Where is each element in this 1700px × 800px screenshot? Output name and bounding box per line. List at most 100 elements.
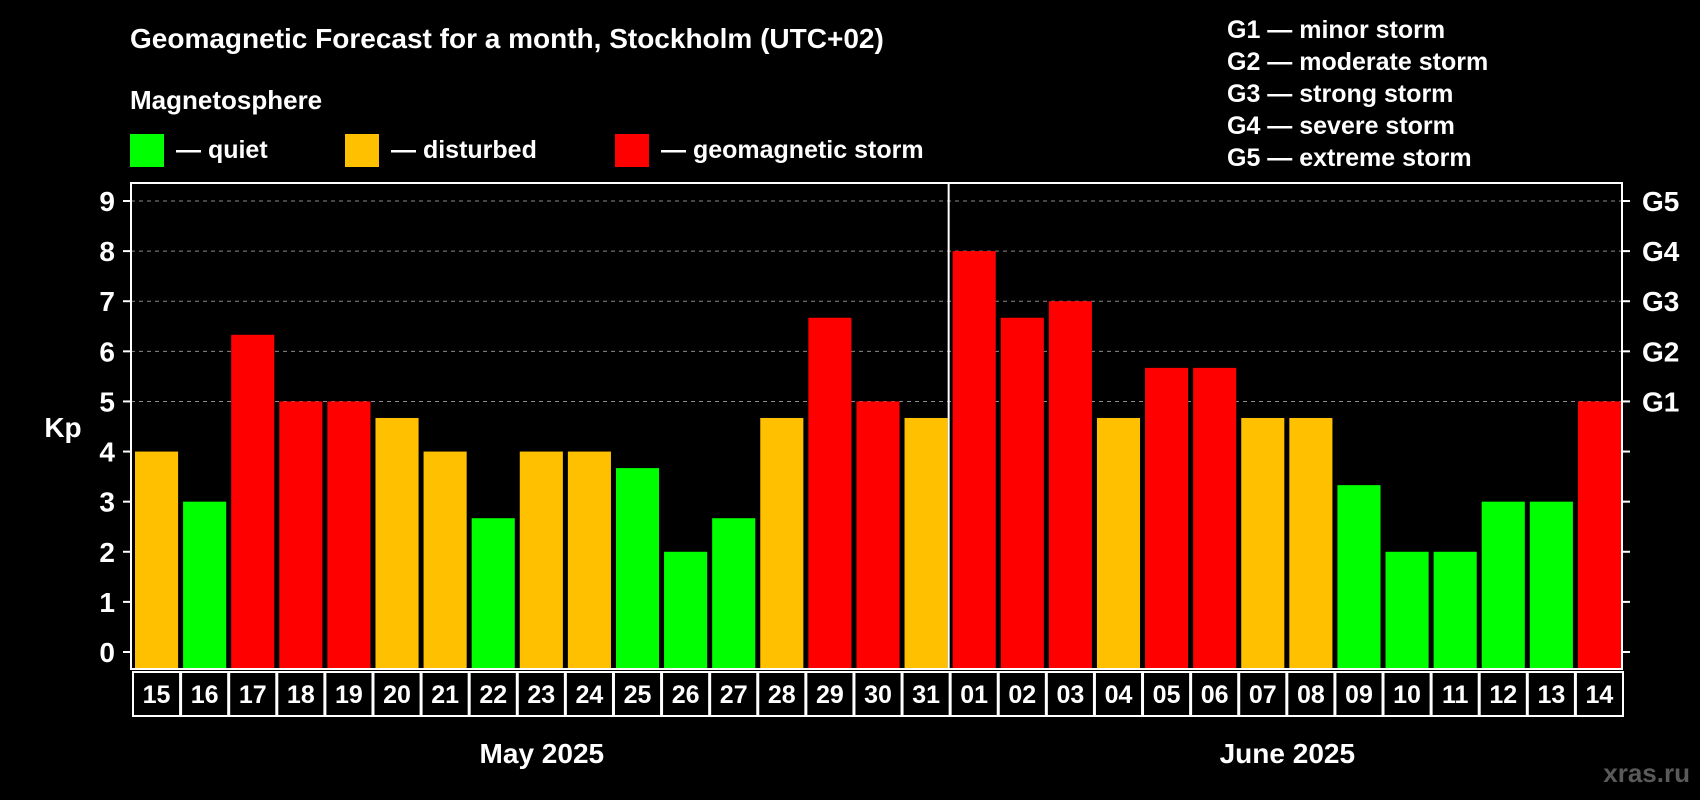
date-box — [372, 671, 422, 717]
date-label: 29 — [816, 681, 844, 709]
bar-day-19 — [327, 401, 371, 668]
date-box — [1238, 671, 1288, 717]
storm-level-label: G3 — [1642, 286, 1679, 317]
date-label: 02 — [1008, 681, 1036, 709]
storm-scale-legend: G1 — minor storm G2 — moderate storm G3 — … — [1227, 16, 1488, 172]
date-label: 14 — [1586, 681, 1614, 709]
bar-day-08 — [1289, 417, 1333, 668]
legend-label: — disturbed — [391, 136, 537, 164]
bar-day-20 — [375, 417, 419, 668]
date-label: 23 — [527, 681, 555, 709]
bar-day-14 — [1577, 401, 1621, 668]
storm-scale-item: G5 — extreme storm — [1227, 144, 1472, 172]
date-label: 13 — [1537, 681, 1565, 709]
y-axis-label: Kp — [44, 412, 81, 443]
bar-day-03 — [1048, 301, 1092, 668]
date-label: 17 — [239, 681, 267, 709]
y-tick-label: 9 — [99, 186, 115, 217]
bar-day-17 — [231, 334, 275, 668]
date-box — [1142, 671, 1192, 717]
date-label: 01 — [960, 681, 988, 709]
date-box — [324, 671, 374, 717]
bar-day-25 — [615, 468, 660, 668]
date-box — [1478, 671, 1528, 717]
y-tick-label: 2 — [99, 537, 115, 568]
y-tick-label: 6 — [99, 336, 115, 367]
date-label: 30 — [864, 681, 892, 709]
bar-day-18 — [279, 401, 323, 668]
month-label: May 2025 — [480, 738, 605, 769]
date-box — [132, 671, 182, 717]
bar-day-07 — [1241, 417, 1285, 668]
legend: — quiet — disturbed — geomagnetic storm — [130, 134, 924, 167]
date-label: 24 — [576, 681, 604, 709]
date-label: 26 — [672, 681, 700, 709]
date-box — [853, 671, 903, 717]
date-box — [757, 671, 807, 717]
date-label: 27 — [720, 681, 748, 709]
plot-frame — [130, 182, 1623, 670]
legend-label: — quiet — [176, 136, 268, 164]
date-box — [1286, 671, 1336, 717]
bar-day-29 — [808, 317, 852, 668]
date-box — [276, 671, 326, 717]
date-box — [228, 671, 278, 717]
legend-swatch — [345, 134, 379, 167]
bar-day-10 — [1385, 551, 1429, 668]
date-label: 12 — [1489, 681, 1517, 709]
bar-day-02 — [1000, 317, 1044, 668]
date-box — [420, 671, 470, 717]
date-label: 03 — [1056, 681, 1084, 709]
date-label: 22 — [479, 681, 507, 709]
storm-scale-item: G4 — severe storm — [1227, 112, 1455, 140]
date-box — [949, 671, 999, 717]
date-label: 16 — [191, 681, 219, 709]
bar-day-22 — [471, 518, 515, 668]
bar-day-11 — [1433, 551, 1477, 668]
bar-day-16 — [183, 501, 227, 668]
date-box — [1574, 671, 1624, 717]
storm-scale-item: G2 — moderate storm — [1227, 48, 1488, 76]
date-box — [1093, 671, 1144, 717]
bar-day-21 — [423, 451, 467, 668]
bar-day-13 — [1529, 501, 1573, 668]
storm-level-label: G1 — [1642, 386, 1679, 417]
chart-title: Geomagnetic Forecast for a month, Stockh… — [130, 23, 884, 54]
bar-day-05 — [1145, 367, 1189, 668]
storm-scale-item: G3 — strong storm — [1227, 80, 1453, 108]
y-tick-label: 0 — [99, 637, 115, 668]
date-box — [564, 671, 614, 717]
y-tick-label: 3 — [99, 487, 115, 518]
storm-level-label: G5 — [1642, 186, 1679, 217]
watermark: xras.ru — [1603, 758, 1690, 788]
date-box — [1190, 671, 1240, 717]
bar-day-31 — [904, 417, 948, 668]
y-tick-label: 8 — [99, 236, 115, 267]
date-box — [1045, 671, 1095, 717]
date-label: 25 — [624, 681, 652, 709]
date-label: 19 — [335, 681, 363, 709]
date-label: 04 — [1105, 681, 1133, 709]
bar-day-04 — [1096, 417, 1141, 668]
y-tick-label: 5 — [99, 386, 115, 417]
storm-scale-item: G1 — minor storm — [1227, 16, 1445, 44]
date-label: 11 — [1442, 681, 1469, 709]
bar-day-27 — [712, 518, 756, 668]
date-label: 20 — [383, 681, 411, 709]
date-label: 06 — [1201, 681, 1229, 709]
bar-day-28 — [760, 417, 804, 668]
date-box — [709, 671, 759, 717]
bar-day-24 — [567, 451, 611, 668]
date-label: 28 — [768, 681, 796, 709]
date-box — [516, 671, 566, 717]
legend-label: — geomagnetic storm — [661, 136, 924, 164]
date-label: 21 — [431, 681, 459, 709]
y-tick-label: 4 — [99, 437, 115, 468]
date-label: 05 — [1153, 681, 1181, 709]
bar-day-26 — [664, 551, 708, 668]
storm-level-label: G2 — [1642, 336, 1679, 367]
date-box — [612, 671, 663, 717]
bar-day-06 — [1193, 367, 1237, 668]
y-tick-label: 7 — [99, 286, 115, 317]
